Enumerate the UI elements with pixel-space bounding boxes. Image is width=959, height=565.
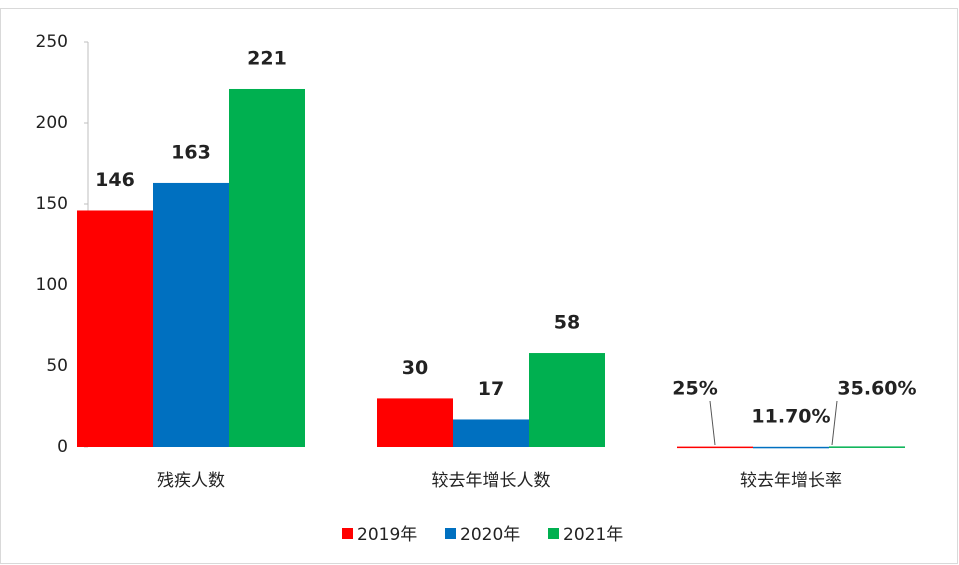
bar <box>529 353 605 447</box>
value-label: 35.60% <box>837 378 916 400</box>
bar <box>153 182 229 447</box>
y-tick-label: 250 <box>36 32 68 52</box>
value-label: 163 <box>171 141 211 163</box>
value-label: 146 <box>95 169 135 191</box>
value-label: 221 <box>247 47 287 69</box>
y-tick-label: 150 <box>36 194 68 214</box>
value-label: 25% <box>672 378 717 400</box>
legend-swatch <box>445 528 456 539</box>
legend-label: 2020年 <box>460 525 520 545</box>
bar <box>229 88 305 447</box>
value-label: 17 <box>478 378 504 400</box>
bar <box>453 419 529 447</box>
bar <box>377 398 453 447</box>
x-tick-label: 较去年增长率 <box>740 471 842 491</box>
bar <box>77 210 153 447</box>
x-tick-label: 残疾人数 <box>157 471 225 491</box>
value-label: 58 <box>554 312 580 334</box>
value-label: 30 <box>402 357 428 379</box>
bar <box>829 446 905 448</box>
y-tick-label: 0 <box>57 437 68 457</box>
y-tick-label: 50 <box>46 356 68 376</box>
legend-swatch <box>548 528 559 539</box>
x-tick-label: 较去年增长人数 <box>432 471 551 491</box>
value-label: 11.70% <box>751 406 830 428</box>
y-tick-label: 200 <box>36 113 68 133</box>
legend-label: 2019年 <box>357 525 417 545</box>
leader-line <box>709 400 716 446</box>
y-tick-label: 100 <box>36 275 68 295</box>
legend-label: 2021年 <box>563 525 623 545</box>
bar <box>677 446 753 449</box>
leader-line <box>831 400 838 446</box>
bar <box>753 446 829 449</box>
legend-swatch <box>342 528 353 539</box>
